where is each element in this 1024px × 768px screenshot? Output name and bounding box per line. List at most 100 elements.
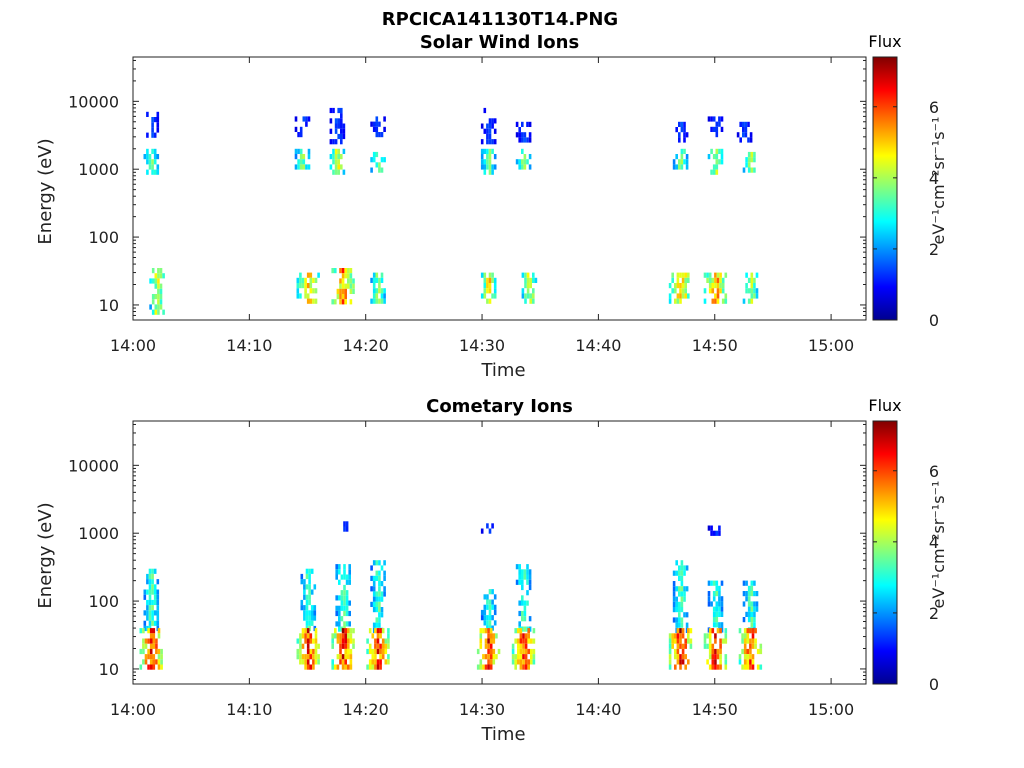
flux-cell [372, 288, 376, 294]
flux-cell [719, 272, 722, 278]
flux-cluster [296, 628, 320, 670]
flux-cell [157, 664, 161, 670]
flux-cell [676, 659, 680, 665]
flux-cell [340, 139, 343, 145]
flux-cell [387, 638, 390, 644]
flux-cell [149, 278, 152, 284]
flux-cell [741, 633, 744, 639]
flux-cell [668, 633, 672, 639]
flux-cell [679, 643, 682, 649]
flux-cell [309, 277, 313, 283]
flux-cell [312, 664, 315, 670]
colorbar-unit-label: eV⁻¹cm⁻²sr⁻¹s⁻¹ [929, 117, 948, 245]
flux-cell [379, 648, 382, 655]
flux-cell [718, 525, 721, 531]
flux-cell [482, 654, 485, 660]
flux-cell [153, 584, 157, 590]
flux-cell [337, 164, 340, 170]
flux-cluster [742, 272, 759, 304]
flux-cell [756, 664, 760, 670]
flux-cell [339, 643, 342, 649]
flux-cell [366, 664, 369, 670]
flux-cell [162, 273, 165, 279]
flux-cell [383, 560, 386, 566]
flux-cluster [480, 107, 497, 145]
flux-cell [151, 615, 154, 621]
flux-cell [712, 611, 716, 617]
flux-cell [711, 664, 715, 670]
flux-cell [343, 600, 346, 606]
flux-cell [714, 298, 717, 304]
flux-cell [157, 299, 160, 305]
flux-cell [294, 164, 298, 170]
flux-cell [715, 601, 719, 607]
flux-cell [517, 643, 520, 649]
flux-cell [676, 638, 680, 644]
flux-cell [148, 159, 152, 165]
flux-cell [675, 127, 678, 133]
flux-cell [296, 638, 300, 644]
flux-cell [675, 601, 678, 607]
flux-cell [151, 610, 154, 616]
flux-cell [719, 638, 722, 644]
flux-cell [515, 564, 519, 570]
flux-cell [310, 610, 314, 616]
flux-cell [486, 139, 489, 145]
flux-cell [753, 617, 756, 623]
flux-cell [375, 277, 379, 283]
flux-cell [521, 616, 524, 622]
flux-cell [147, 648, 150, 655]
colorbar-tick-label: 4 [929, 169, 939, 188]
flux-cell [676, 633, 680, 639]
flux-cell [527, 659, 530, 665]
flux-cell [156, 154, 160, 160]
flux-cell [710, 116, 713, 122]
flux-cell [381, 643, 385, 649]
flux-cell [708, 654, 712, 660]
flux-cell [745, 157, 748, 163]
flux-cell [746, 654, 750, 660]
flux-cell [345, 521, 349, 527]
flux-cell [341, 294, 345, 300]
flux-cell [488, 620, 492, 626]
flux-cell [492, 633, 496, 639]
flux-cell [711, 288, 715, 294]
flux-cell [345, 600, 349, 606]
flux-cell [157, 273, 160, 279]
flux-cell [306, 643, 310, 649]
flux-cell [151, 599, 154, 606]
flux-cell [160, 659, 163, 665]
flux-cell [681, 277, 685, 283]
flux-cell [332, 148, 335, 154]
flux-cell [370, 601, 373, 607]
flux-cell [716, 628, 720, 634]
flux-cell [518, 137, 521, 143]
flux-cell [302, 116, 306, 122]
flux-cell [719, 643, 722, 649]
flux-cell [380, 293, 384, 299]
flux-cell [344, 648, 347, 655]
flux-cell [712, 116, 716, 122]
flux-cell [674, 638, 677, 644]
flux-cell [678, 132, 681, 138]
flux-cell [708, 288, 712, 294]
flux-cluster [480, 589, 497, 631]
flux-cell [151, 148, 154, 154]
flux-cell [491, 272, 494, 278]
flux-cell [142, 659, 145, 665]
flux-cell [488, 169, 492, 175]
flux-cell [683, 159, 686, 165]
flux-cell [750, 617, 754, 623]
flux-cell [374, 654, 377, 660]
flux-cell [488, 148, 492, 154]
flux-cell [721, 277, 725, 283]
flux-cell [749, 659, 752, 665]
flux-cell [486, 615, 489, 621]
flux-cell [679, 659, 682, 665]
flux-cell [486, 288, 489, 294]
flux-cell [349, 288, 353, 294]
flux-cell [296, 293, 300, 299]
flux-cell [334, 628, 337, 634]
flux-cell [151, 299, 155, 305]
flux-cell [347, 268, 350, 274]
